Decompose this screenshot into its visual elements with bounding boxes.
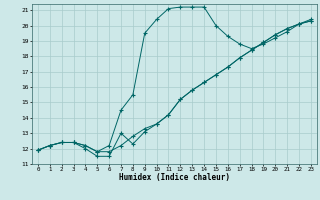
X-axis label: Humidex (Indice chaleur): Humidex (Indice chaleur) bbox=[119, 173, 230, 182]
